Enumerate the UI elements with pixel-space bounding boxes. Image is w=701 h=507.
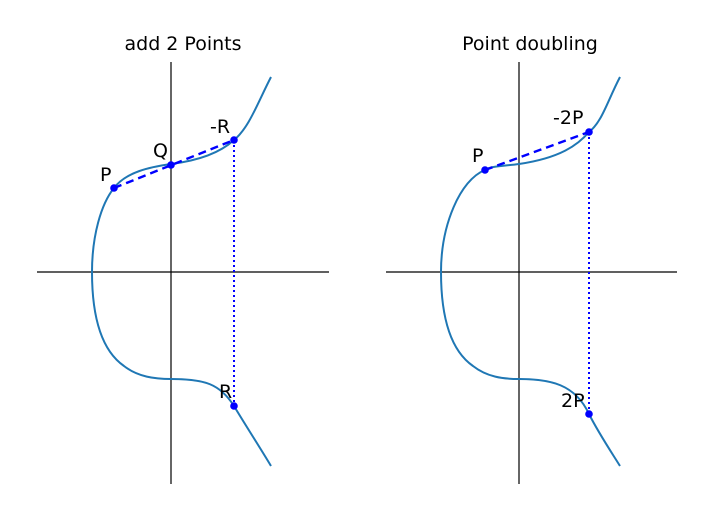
- panel-point-doubling: Point doubling P -2P 2P: [386, 33, 677, 484]
- label-neg-r: -R: [210, 116, 230, 138]
- point-p-right: [481, 166, 489, 174]
- label-q: Q: [153, 140, 168, 162]
- point-2p: [585, 410, 593, 418]
- label-p-right: P: [472, 145, 483, 167]
- label-r: R: [219, 381, 232, 403]
- label-2p: 2P: [561, 390, 585, 412]
- elliptic-curve-left: [90, 76, 272, 467]
- point-q: [167, 161, 175, 169]
- label-p-left: P: [100, 164, 111, 186]
- label-neg-2p: -2P: [553, 107, 583, 129]
- tangent-line: [484, 130, 590, 172]
- point-r: [230, 402, 238, 410]
- panel-title-doubling: Point doubling: [462, 33, 598, 55]
- panel-title-add: add 2 Points: [124, 33, 241, 55]
- elliptic-curve-right: [439, 76, 621, 467]
- point-p-left: [110, 184, 118, 192]
- panel-add-two-points: add 2 Points P Q -R R: [37, 33, 329, 484]
- point-neg-r: [230, 136, 238, 144]
- point-neg-2p: [585, 128, 593, 136]
- secant-line: [113, 138, 235, 190]
